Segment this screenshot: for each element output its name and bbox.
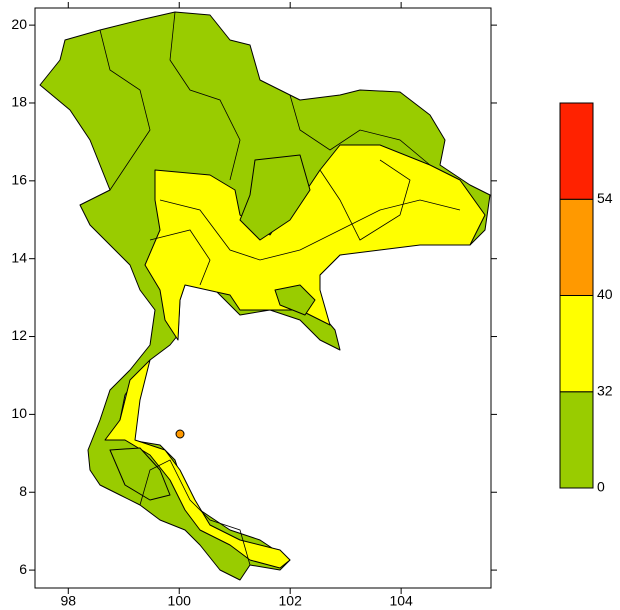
- colorbar: 0 32 40 54: [559, 102, 613, 495]
- x-tick-label: 100: [168, 593, 192, 609]
- province-border: [159, 199, 461, 261]
- y-tick-label: 18: [11, 94, 27, 110]
- province-border: [139, 459, 251, 566]
- land-low: [239, 154, 311, 241]
- map-layer: [39, 11, 491, 581]
- colorbar-segment: [559, 198, 594, 296]
- plot-frame: [34, 7, 492, 589]
- island: [175, 429, 185, 439]
- y-tick-label: 8: [19, 483, 27, 499]
- land-mid: [104, 359, 291, 569]
- province-border: [149, 229, 211, 286]
- province-border: [289, 94, 431, 166]
- colorbar-segment: [559, 295, 594, 393]
- y-tick-label: 16: [11, 172, 27, 188]
- colorbar-segment: [559, 102, 594, 200]
- x-tick-label: 98: [60, 593, 76, 609]
- y-tick-label: 6: [19, 561, 27, 577]
- x-tick-label: 104: [389, 593, 413, 609]
- land-low: [109, 447, 171, 501]
- province-border: [319, 159, 411, 241]
- y-tick-label: 20: [11, 16, 27, 32]
- colorbar-label: 0: [597, 479, 605, 495]
- y-tick-label: 10: [11, 405, 27, 421]
- colorbar-label: 32: [597, 382, 613, 398]
- y-tick-label: 12: [11, 327, 27, 343]
- colorbar-label: 40: [597, 286, 613, 302]
- axes: 98 100 102 104 6 8 10 12 14 16 18 20: [11, 2, 497, 609]
- land-low: [274, 284, 316, 316]
- province-border: [169, 11, 241, 181]
- colorbar-segment: [559, 391, 594, 489]
- colorbar-label: 54: [597, 190, 613, 206]
- province-border: [99, 29, 151, 191]
- y-tick-label: 14: [11, 249, 27, 265]
- x-tick-label: 102: [279, 593, 303, 609]
